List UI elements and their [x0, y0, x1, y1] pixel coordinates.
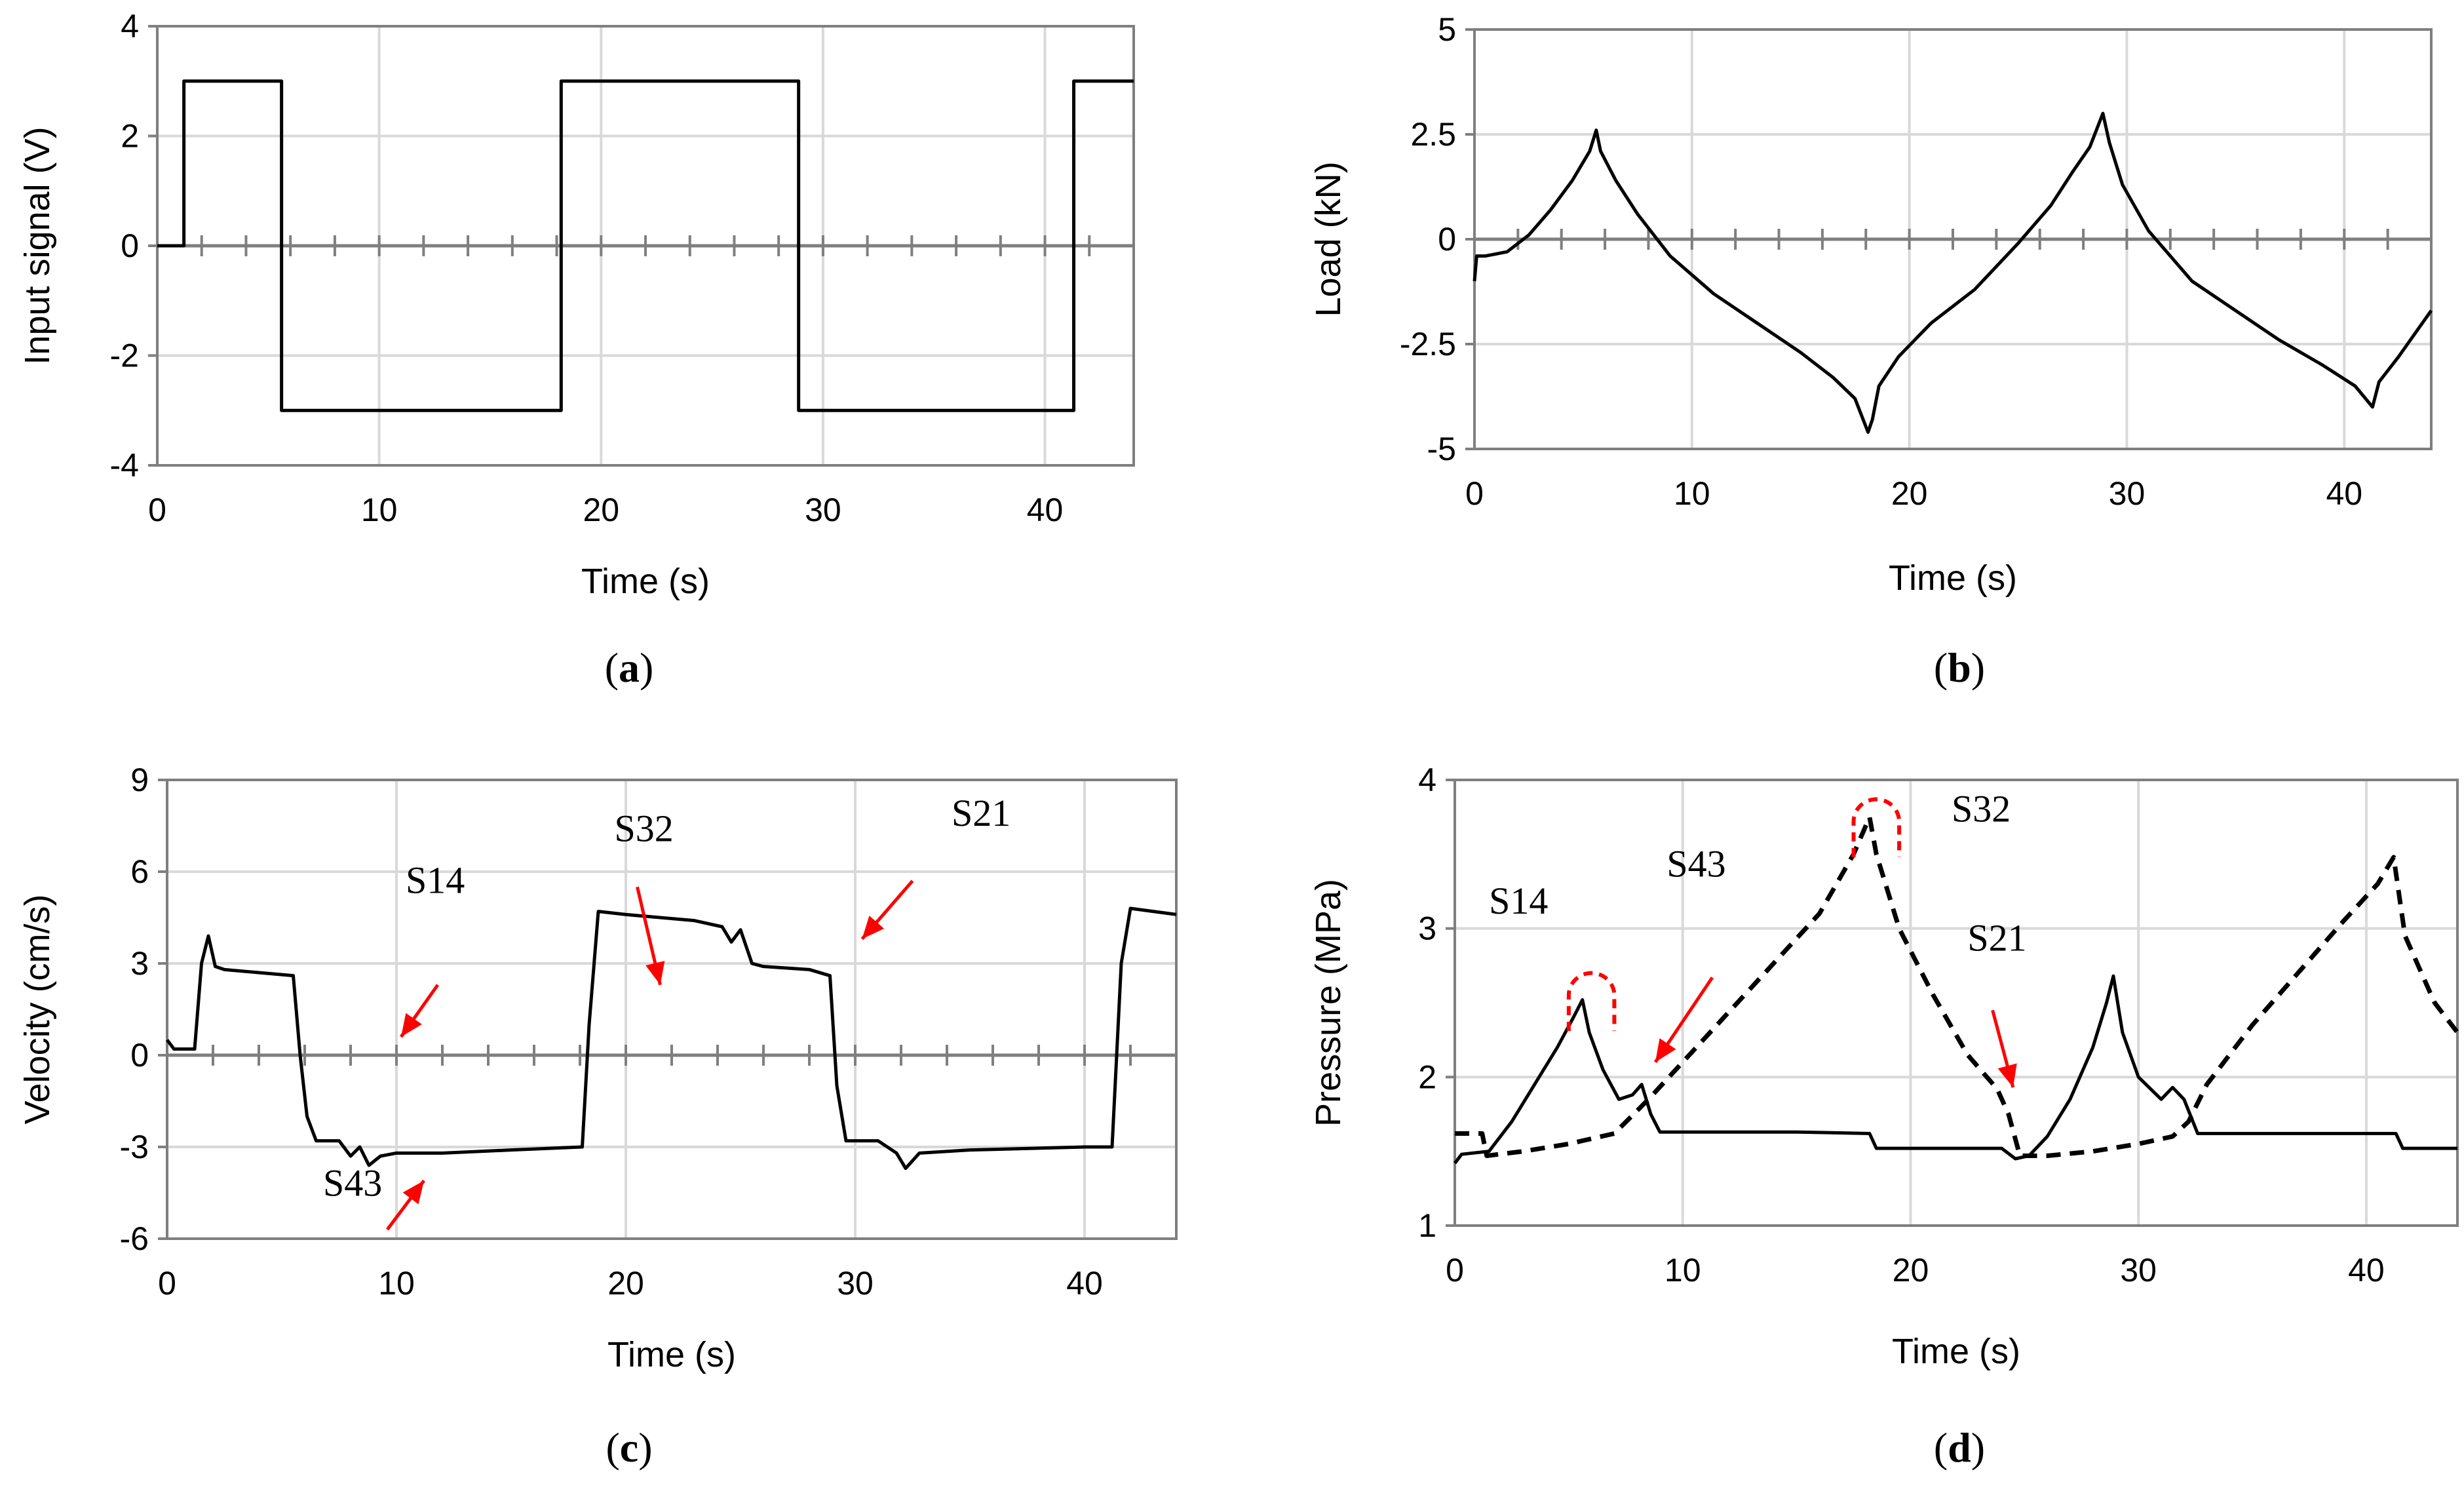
x-tick-label: 30: [837, 1265, 874, 1302]
x-tick-label: 40: [2348, 1252, 2385, 1289]
caption-open: (: [606, 1424, 619, 1471]
annotation-arrowhead: [1655, 1038, 1676, 1062]
y-tick-label: -6: [120, 1220, 149, 1257]
annotation-label-s21: S21: [1967, 917, 2026, 960]
x-tick-label: 30: [805, 492, 841, 528]
x-tick-label: 10: [378, 1265, 415, 1302]
x-tick-label: 10: [1674, 475, 1710, 512]
panel-caption: (a): [605, 644, 654, 691]
annotation-label-s14: S14: [1489, 880, 1548, 922]
y-tick-label: 3: [130, 945, 149, 982]
series-line-solid: [1473, 111, 2433, 434]
annotation-label-s43: S43: [323, 1162, 382, 1205]
y-tick-label: 3: [1418, 910, 1436, 947]
y-tick-label: -2.5: [1400, 326, 1456, 362]
panel-caption: (b): [1934, 644, 1985, 691]
y-tick-label: 5: [1438, 11, 1456, 48]
y-axis-label: Velocity (cm/s): [18, 894, 57, 1124]
y-tick-label: 1: [1418, 1207, 1436, 1244]
y-tick-label: 0: [1438, 221, 1456, 258]
panel-caption: (c): [606, 1424, 652, 1471]
highlight-arc: [1851, 797, 1902, 857]
caption-close: ): [1971, 644, 1985, 691]
caption-letter: a: [619, 644, 640, 691]
caption-close: ): [638, 1424, 652, 1471]
y-tick-label: -5: [1427, 431, 1456, 467]
x-axis-label: Time (s): [1889, 558, 2017, 598]
x-tick-label: 0: [1465, 475, 1484, 512]
annotation-label-s32: S32: [1952, 787, 2011, 830]
annotation-arrowhead: [645, 961, 665, 985]
y-tick-label: 2.5: [1410, 116, 1456, 153]
series-line-dashed: [1455, 815, 2459, 1158]
x-tick-label: 10: [1665, 1252, 1701, 1289]
annotation-label-s32: S32: [615, 807, 674, 849]
annotation-label-s14: S14: [406, 859, 465, 902]
y-tick-label: 9: [130, 762, 149, 798]
y-tick-label: 0: [130, 1037, 149, 1074]
x-tick-label: 20: [1891, 475, 1928, 512]
caption-letter: d: [1948, 1424, 1971, 1471]
y-axis-label: Input signal (V): [18, 126, 57, 364]
plot-frame: [166, 779, 1178, 1240]
series-line-solid: [1453, 974, 2457, 1165]
x-tick-label: 20: [583, 492, 619, 528]
chart-a: 0 10 20 30 40 -4 -2 0 2 4 Time (s) Input signal (V)…: [18, 8, 1135, 691]
x-tick-label: 40: [2326, 475, 2362, 512]
x-axis-label: Time (s): [1892, 1332, 2020, 1371]
y-tick-label: 2: [1418, 1058, 1436, 1095]
panel-caption: (d): [1934, 1424, 1985, 1471]
x-tick-label: 0: [148, 492, 166, 528]
y-tick-label: -4: [110, 447, 139, 484]
x-tick-label: 0: [1446, 1252, 1464, 1289]
series-line-solid: [157, 79, 1134, 412]
annotation-label-s43: S43: [1666, 842, 1725, 885]
x-tick-label: 10: [361, 492, 398, 528]
caption-open: (: [1934, 644, 1948, 691]
chart-c: 0 10 20 30 40 -6 -3 0 3 6 9 Time (s) Velocity (cm/s)…: [18, 762, 1178, 1471]
annotation-arrowhead: [402, 1180, 424, 1205]
y-axis-label: Load (kN): [1309, 161, 1348, 317]
x-tick-label: 40: [1027, 492, 1064, 528]
y-axis-label: Pressure (MPa): [1309, 879, 1348, 1127]
caption-close: ): [1971, 1424, 1985, 1471]
annotation-arrowhead: [862, 916, 885, 939]
caption-close: ): [640, 644, 653, 691]
x-tick-label: 20: [607, 1265, 644, 1302]
y-tick-label: 2: [121, 118, 139, 155]
plot-frame: [1453, 779, 2459, 1227]
caption-open: (: [605, 644, 619, 691]
caption-letter: c: [620, 1424, 638, 1471]
caption-letter: b: [1948, 644, 1971, 691]
x-axis-label: Time (s): [581, 562, 710, 601]
annotation-arrowhead: [401, 1013, 422, 1037]
annotation-arrowhead: [1997, 1063, 2017, 1088]
y-tick-label: 4: [1418, 762, 1436, 798]
x-tick-label: 40: [1066, 1265, 1103, 1302]
y-tick-label: 0: [121, 227, 139, 264]
series-line-solid: [166, 906, 1177, 1171]
annotation-label-s21: S21: [952, 792, 1011, 834]
y-tick-label: 6: [130, 853, 149, 890]
chart-d: 0 10 20 30 40 1 2 3 4 Time (s) Pressure (MPa) S14 S4…: [1309, 762, 2459, 1471]
x-tick-label: 20: [1893, 1252, 1929, 1289]
y-tick-label: -3: [120, 1129, 149, 1165]
highlight-arc: [1566, 971, 1617, 1032]
x-tick-label: 30: [2120, 1252, 2157, 1289]
x-tick-label: 30: [2109, 475, 2146, 512]
caption-open: (: [1934, 1424, 1948, 1471]
x-axis-label: Time (s): [607, 1335, 736, 1374]
chart-b: 0 10 20 30 40 -5 -2.5 0 2.5 5 Time (s) Load (kN) (b): [1309, 11, 2433, 691]
y-tick-label: -2: [110, 338, 139, 374]
x-tick-label: 0: [158, 1265, 176, 1302]
y-tick-label: 4: [121, 8, 139, 45]
